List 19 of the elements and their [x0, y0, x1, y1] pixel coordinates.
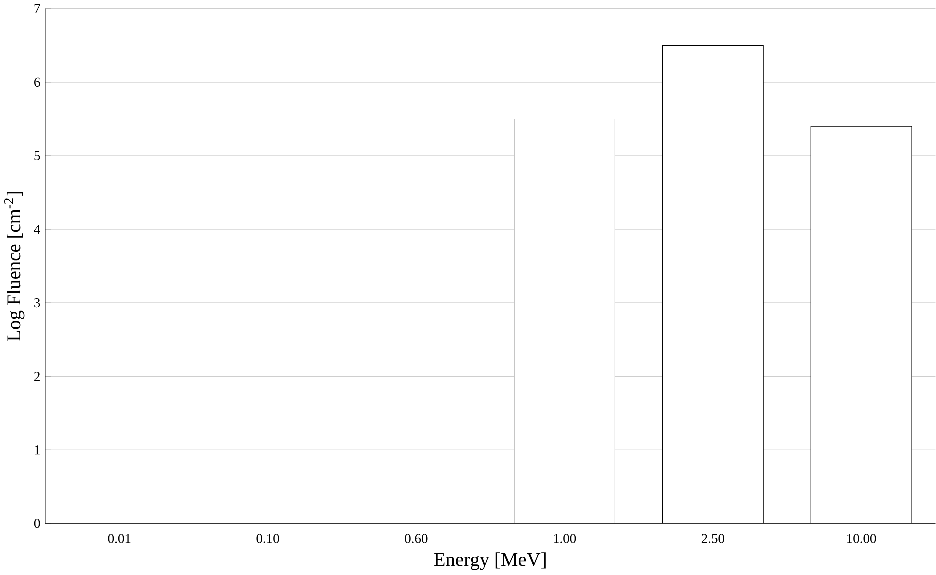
x-axis-title: Energy [MeV] [434, 552, 546, 570]
x-tick-label: 0.01 [108, 534, 131, 544]
y-tick-label: 6 [34, 78, 40, 88]
y-tick-label: 5 [34, 152, 40, 161]
y-tick-label: 2 [34, 372, 40, 382]
bar [662, 46, 764, 524]
x-tick-label: 0.10 [256, 534, 280, 544]
y-tick-label: 7 [34, 4, 40, 14]
y-axis-title: Log Fluence [cm$^{-2}$] [4, 192, 25, 342]
bar [514, 119, 616, 524]
bar [810, 126, 912, 524]
x-tick-label: 0.60 [405, 534, 428, 544]
y-tick-label: 0 [34, 519, 40, 528]
y-tick-label: 4 [34, 225, 40, 234]
x-tick-label: 2.50 [702, 534, 724, 544]
x-tick-label: 1.00 [554, 534, 576, 544]
y-tick-label: 3 [34, 298, 40, 308]
y-tick-label: 1 [35, 446, 40, 455]
x-tick-label: 10.00 [848, 534, 876, 544]
